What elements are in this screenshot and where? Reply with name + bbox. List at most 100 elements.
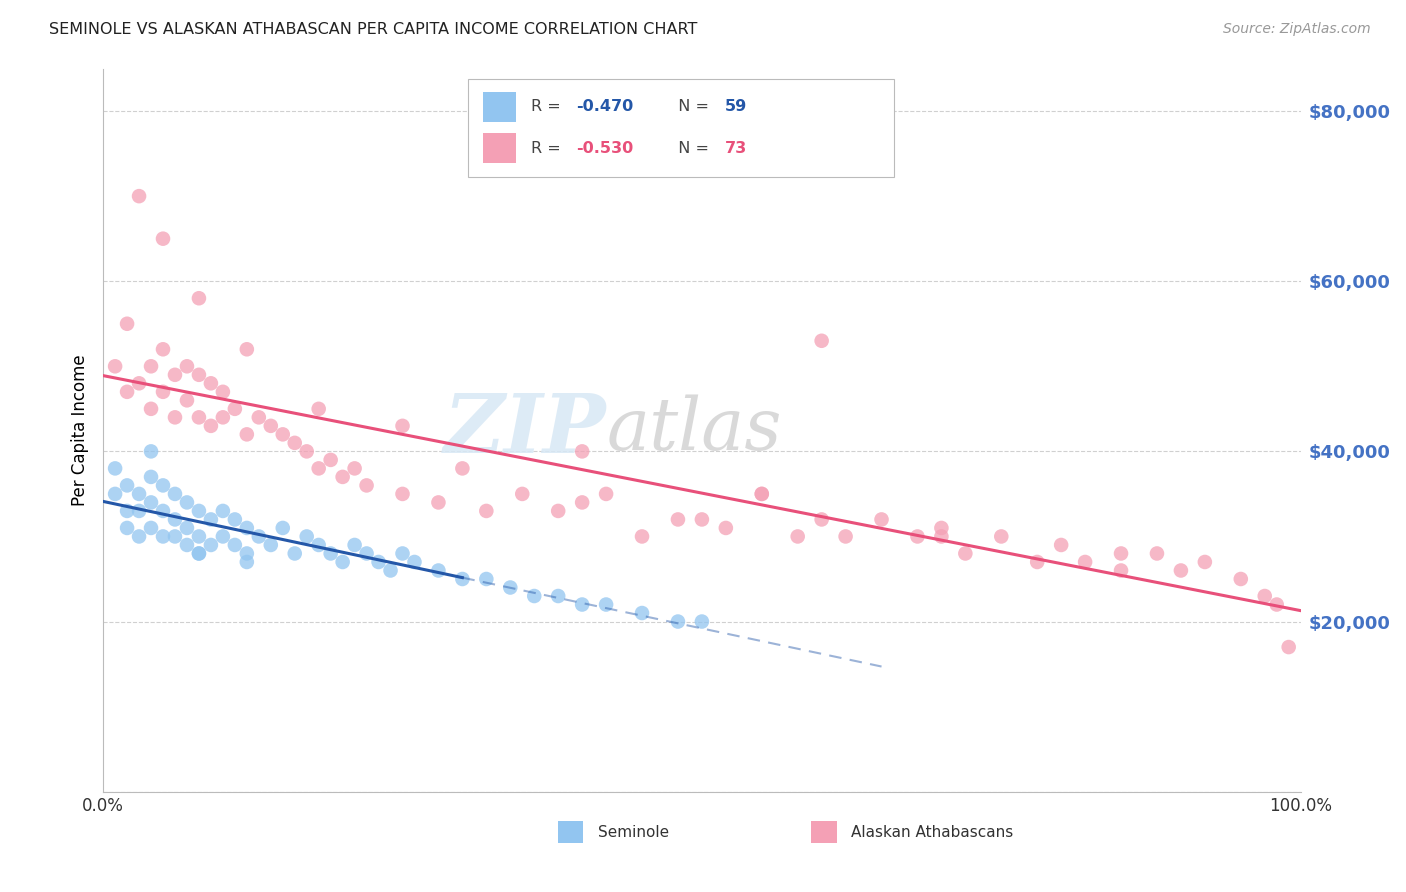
Point	[451, 461, 474, 475]
Point	[356, 546, 378, 560]
Point	[547, 504, 569, 518]
Point	[295, 444, 318, 458]
Point	[571, 444, 593, 458]
Point	[224, 512, 246, 526]
Point	[1109, 564, 1132, 578]
Text: N =: N =	[668, 99, 714, 114]
Point	[343, 461, 366, 475]
Point	[163, 512, 186, 526]
Point	[139, 444, 162, 458]
Point	[224, 401, 246, 416]
Point	[404, 555, 426, 569]
Text: atlas: atlas	[606, 395, 782, 466]
Point	[176, 359, 198, 374]
Point	[1170, 564, 1192, 578]
Point	[284, 435, 307, 450]
Point	[115, 317, 138, 331]
Point	[187, 291, 209, 305]
Point	[1146, 546, 1168, 560]
Point	[499, 581, 522, 595]
Point	[187, 529, 209, 543]
Point	[212, 410, 235, 425]
Point	[152, 343, 174, 357]
Point	[115, 478, 138, 492]
Point	[427, 495, 450, 509]
Point	[236, 427, 259, 442]
Point	[547, 589, 569, 603]
Point	[128, 189, 150, 203]
Point	[990, 529, 1012, 543]
Text: R =: R =	[530, 141, 565, 155]
Point	[571, 598, 593, 612]
Point	[187, 546, 209, 560]
Point	[1194, 555, 1216, 569]
Point	[128, 487, 150, 501]
Point	[451, 572, 474, 586]
Point	[271, 521, 294, 535]
Point	[187, 368, 209, 382]
Point	[786, 529, 808, 543]
Point	[295, 529, 318, 543]
Point	[224, 538, 246, 552]
Point	[343, 538, 366, 552]
Point	[595, 487, 617, 501]
Point	[332, 470, 354, 484]
Point	[1229, 572, 1251, 586]
Text: -0.530: -0.530	[576, 141, 634, 155]
Bar	[468, 79, 893, 177]
Text: R =: R =	[530, 99, 565, 114]
Point	[247, 410, 270, 425]
Point	[955, 546, 977, 560]
Point	[427, 564, 450, 578]
Point	[152, 384, 174, 399]
Point	[751, 487, 773, 501]
Point	[104, 461, 127, 475]
Point	[571, 495, 593, 509]
Text: 59: 59	[724, 99, 747, 114]
Point	[834, 529, 856, 543]
Point	[236, 343, 259, 357]
Text: N =: N =	[668, 141, 714, 155]
Point	[1265, 598, 1288, 612]
Point	[475, 504, 498, 518]
Point	[187, 546, 209, 560]
Point	[163, 487, 186, 501]
Point	[236, 546, 259, 560]
Point	[391, 418, 413, 433]
Point	[139, 521, 162, 535]
Point	[115, 384, 138, 399]
Point	[523, 589, 546, 603]
Point	[176, 495, 198, 509]
Text: Source: ZipAtlas.com: Source: ZipAtlas.com	[1223, 22, 1371, 37]
Point	[595, 598, 617, 612]
Point	[475, 572, 498, 586]
Text: -0.470: -0.470	[576, 99, 634, 114]
Bar	[482, 133, 516, 163]
Bar	[482, 92, 516, 122]
Point	[751, 487, 773, 501]
Point	[247, 529, 270, 543]
Point	[104, 487, 127, 501]
Text: Alaskan Athabascans: Alaskan Athabascans	[851, 825, 1012, 839]
Point	[152, 529, 174, 543]
Text: Seminole: Seminole	[598, 825, 669, 839]
Point	[1109, 546, 1132, 560]
Point	[714, 521, 737, 535]
Point	[139, 401, 162, 416]
Point	[176, 521, 198, 535]
Point	[356, 478, 378, 492]
Point	[391, 546, 413, 560]
Point	[163, 410, 186, 425]
Point	[1050, 538, 1073, 552]
Point	[380, 564, 402, 578]
Point	[163, 529, 186, 543]
Point	[690, 512, 713, 526]
Point	[139, 495, 162, 509]
Point	[631, 606, 654, 620]
Point	[200, 418, 222, 433]
Point	[212, 529, 235, 543]
Point	[236, 521, 259, 535]
Point	[1074, 555, 1097, 569]
Point	[308, 401, 330, 416]
Point	[200, 376, 222, 391]
